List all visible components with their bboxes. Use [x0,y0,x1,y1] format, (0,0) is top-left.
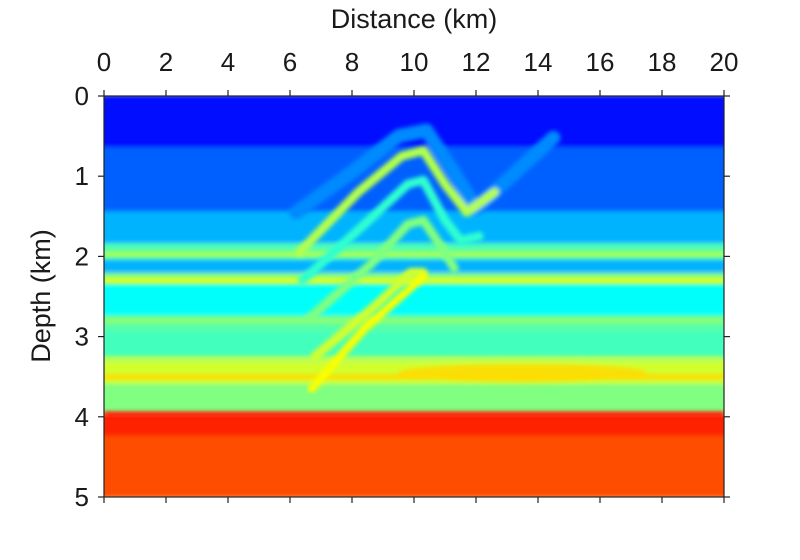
thrust-fault [307,272,428,393]
x-tick-label: 14 [524,47,553,77]
thrust-fault-line [307,272,428,393]
high-velocity-lens [398,363,647,382]
anticline-layer-3 [304,215,459,324]
y-axis-title: Depth (km) [26,229,56,363]
x-tick-label: 12 [462,47,491,77]
anticline-structure [289,123,561,362]
heatmap-plot-area [104,96,724,497]
y-tick-label: 1 [75,161,89,191]
velocity-band-12 [104,435,724,497]
anticline-layer-2 [297,175,484,285]
x-tick-label: 10 [400,47,429,77]
x-tick-label: 8 [345,47,359,77]
x-tick-label: 20 [710,47,739,77]
x-tick-label: 0 [97,47,111,77]
velocity-band-2 [104,211,724,246]
velocity-band-0 [104,96,724,150]
velocity-band-10 [104,383,724,416]
x-tick-label: 2 [159,47,173,77]
x-tick-label: 6 [283,47,297,77]
y-tick-label: 3 [75,322,89,352]
horizon-layers [104,251,724,417]
y-tick-label: 0 [75,81,89,111]
x-axis-title: Distance (km) [331,4,498,34]
anticline-layer-4 [310,267,428,362]
velocity-band-11 [104,413,724,438]
x-tick-label: 18 [648,47,677,77]
y-tick-label: 4 [75,402,89,432]
velocity-band-4 [104,259,724,276]
y-tick-label: 2 [75,241,89,271]
x-tick-label: 16 [586,47,615,77]
anticline-layer-1 [294,146,500,257]
y-axis-ticks: 0 1 2 3 4 5 [75,81,730,512]
y-tick-label: 5 [75,482,89,512]
x-tick-label: 4 [221,47,235,77]
x-axis-ticks: 0 2 4 6 8 10 12 14 16 18 20 [97,47,739,503]
